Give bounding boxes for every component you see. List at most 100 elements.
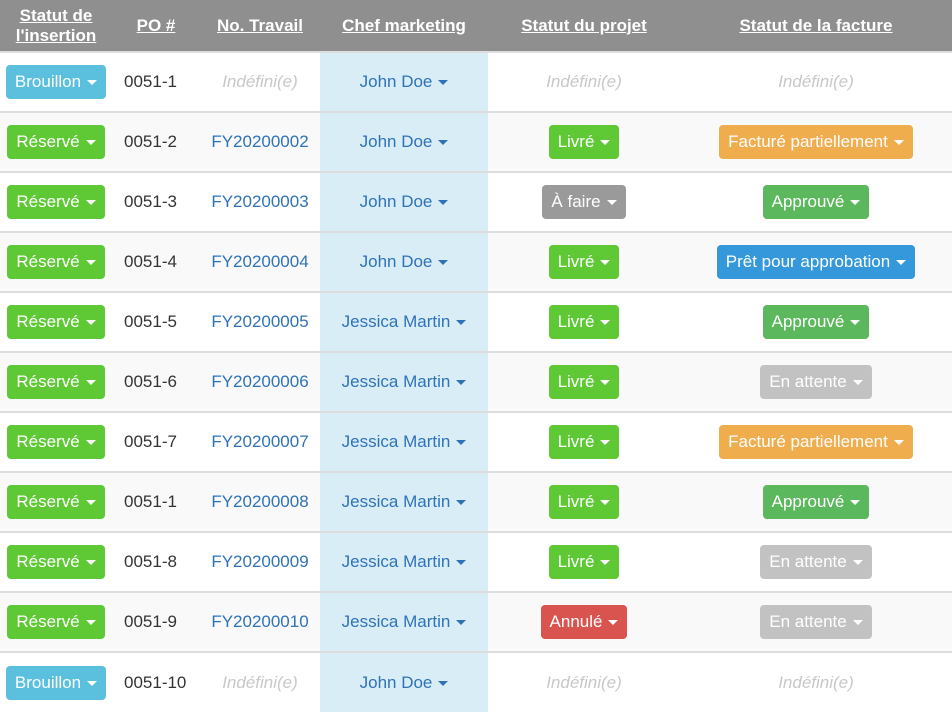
header-insertion-status[interactable]: Statut de l'insertion: [0, 0, 112, 52]
manager-dropdown[interactable]: Jessica Martin: [342, 492, 467, 511]
insertion-status-cell: Réservé: [0, 351, 112, 412]
manager-dropdown[interactable]: Jessica Martin: [342, 552, 467, 571]
job-number-link[interactable]: FY20200003: [211, 192, 309, 211]
header-invoice-status[interactable]: Statut de la facture: [680, 0, 952, 52]
manager-dropdown[interactable]: John Doe: [360, 673, 449, 692]
header-row: Statut de l'insertion PO # No. Travail C…: [0, 0, 952, 52]
insertion-status-dropdown[interactable]: Brouillon: [5, 65, 107, 99]
project-status-dropdown[interactable]: Livré: [548, 245, 620, 279]
job-number-link[interactable]: FY20200009: [211, 552, 309, 571]
invoice-status-cell: Facturé partiellement: [680, 411, 952, 472]
insertion-status-cell: Réservé: [0, 471, 112, 532]
manager-name: Jessica Martin: [341, 312, 451, 331]
table-row: Réservé 0051-6 FY20200006 Jessica Martin Liv…: [0, 351, 952, 412]
po-number: 0051-9: [124, 612, 177, 631]
insertion-status-dropdown[interactable]: Réservé: [7, 125, 105, 159]
project-status-dropdown[interactable]: Livré: [548, 485, 620, 519]
caret-down-icon: [438, 140, 449, 146]
invoice-status-dropdown[interactable]: Prêt pour approbation: [716, 245, 916, 279]
project-status-dropdown-label: Livré: [557, 372, 595, 391]
manager-dropdown[interactable]: John Doe: [360, 72, 449, 91]
job-number-link[interactable]: FY20200007: [211, 432, 309, 451]
project-status-dropdown[interactable]: Livré: [548, 545, 620, 579]
insertion-status-dropdown[interactable]: Réservé: [7, 605, 105, 639]
project-status-dropdown-label: Livré: [557, 432, 595, 451]
caret-down-icon: [456, 380, 467, 386]
invoice-status-dropdown[interactable]: Approuvé: [762, 185, 870, 219]
manager-dropdown[interactable]: Jessica Martin: [342, 432, 467, 451]
sort-link[interactable]: Chef marketing: [342, 15, 466, 35]
project-status-dropdown[interactable]: Livré: [548, 425, 620, 459]
sort-link[interactable]: Statut de l'insertion: [15, 5, 97, 45]
manager-dropdown[interactable]: Jessica Martin: [342, 372, 467, 391]
sort-link[interactable]: No. Travail: [217, 15, 303, 35]
manager-dropdown[interactable]: John Doe: [360, 132, 449, 151]
undefined-value: Indéfini(e): [222, 72, 298, 91]
caret-down-icon: [85, 320, 96, 326]
sort-link[interactable]: Statut du projet: [521, 15, 647, 35]
project-status-dropdown-label: Annulé: [549, 612, 603, 631]
insertion-status-dropdown[interactable]: Réservé: [7, 425, 105, 459]
po-number: 0051-3: [124, 192, 177, 211]
insertion-status-dropdown[interactable]: Réservé: [7, 185, 105, 219]
invoice-status-dropdown[interactable]: En attente: [760, 605, 872, 639]
insertion-status-dropdown[interactable]: Brouillon: [5, 665, 107, 700]
job-number-link[interactable]: FY20200004: [211, 252, 309, 271]
insertion-status-dropdown[interactable]: Réservé: [7, 245, 105, 279]
sort-link[interactable]: Statut de la facture: [739, 15, 893, 35]
invoice-status-dropdown[interactable]: Approuvé: [762, 485, 870, 519]
job-cell: Indéfini(e): [200, 51, 320, 112]
po-cell: 0051-2: [112, 111, 200, 172]
invoice-status-cell: En attente: [680, 351, 952, 412]
insertion-status-dropdown[interactable]: Réservé: [7, 485, 105, 519]
po-number: 0051-1: [124, 72, 177, 91]
manager-name: John Doe: [359, 252, 433, 271]
manager-dropdown[interactable]: Jessica Martin: [342, 312, 467, 331]
job-number-link[interactable]: FY20200006: [211, 372, 309, 391]
po-cell: 0051-10: [112, 651, 200, 712]
manager-cell: Jessica Martin: [320, 411, 488, 472]
manager-name: John Doe: [359, 192, 433, 211]
manager-name: Jessica Martin: [341, 432, 451, 451]
manager-dropdown[interactable]: John Doe: [360, 192, 449, 211]
project-status-dropdown[interactable]: Livré: [548, 125, 620, 159]
header-marketing-manager[interactable]: Chef marketing: [320, 0, 488, 52]
caret-down-icon: [438, 200, 449, 206]
invoice-status-dropdown[interactable]: En attente: [760, 545, 872, 579]
invoice-status-dropdown-label: Prêt pour approbation: [725, 252, 891, 271]
header-job-number[interactable]: No. Travail: [200, 0, 320, 52]
po-cell: 0051-6: [112, 351, 200, 412]
project-status-dropdown[interactable]: Annulé: [540, 605, 628, 639]
manager-dropdown[interactable]: Jessica Martin: [342, 612, 467, 631]
project-status-dropdown[interactable]: Livré: [548, 305, 620, 339]
header-po[interactable]: PO #: [112, 0, 200, 52]
job-number-link[interactable]: FY20200005: [211, 312, 309, 331]
invoice-status-dropdown[interactable]: Facturé partiellement: [719, 125, 913, 159]
invoice-status-cell: Facturé partiellement: [680, 111, 952, 172]
insertion-status-dropdown[interactable]: Réservé: [7, 305, 105, 339]
project-status-dropdown[interactable]: À faire: [542, 185, 626, 219]
project-status-cell: Livré: [488, 471, 680, 532]
caret-down-icon: [896, 260, 907, 266]
table-row: Réservé 0051-9 FY20200010 Jessica Martin Ann…: [0, 591, 952, 652]
invoice-status-dropdown[interactable]: Approuvé: [762, 305, 870, 339]
caret-down-icon: [606, 200, 617, 206]
insertion-status-dropdown[interactable]: Réservé: [7, 545, 105, 579]
caret-down-icon: [600, 440, 611, 446]
po-cell: 0051-1: [112, 51, 200, 112]
invoice-status-dropdown[interactable]: Facturé partiellement: [719, 425, 913, 459]
manager-dropdown[interactable]: John Doe: [360, 252, 449, 271]
caret-down-icon: [852, 380, 863, 386]
job-number-link[interactable]: FY20200008: [211, 492, 309, 511]
header-project-status[interactable]: Statut du projet: [488, 0, 680, 52]
invoice-status-dropdown[interactable]: En attente: [760, 365, 872, 399]
insertion-status-dropdown-label: Réservé: [16, 612, 80, 631]
project-status-dropdown[interactable]: Livré: [548, 365, 620, 399]
insertion-status-dropdown[interactable]: Réservé: [7, 365, 105, 399]
invoice-status-dropdown-label: En attente: [769, 372, 847, 391]
job-number-link[interactable]: FY20200002: [211, 132, 309, 151]
job-number-link[interactable]: FY20200010: [211, 612, 309, 631]
po-cell: 0051-5: [112, 291, 200, 352]
project-status-dropdown-label: Livré: [557, 552, 595, 571]
sort-link[interactable]: PO #: [136, 15, 176, 35]
